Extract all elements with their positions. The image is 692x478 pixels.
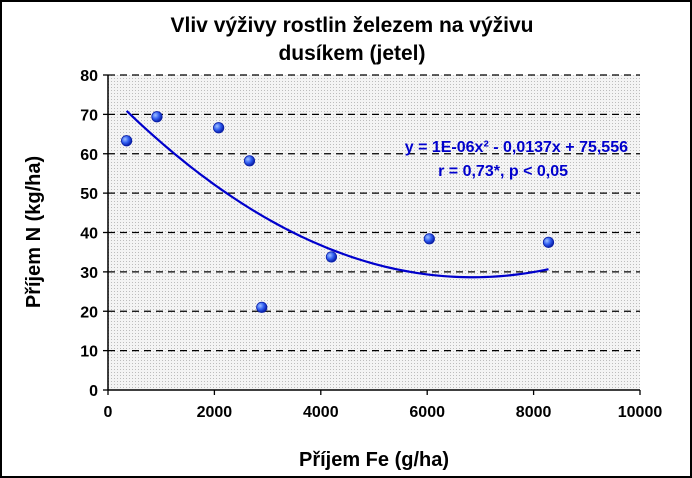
- data-point: [423, 233, 435, 245]
- data-point: [243, 155, 256, 167]
- correlation-annotation: r = 0,73*, p < 0,05: [438, 163, 568, 180]
- x-tick-label: 10000: [618, 404, 663, 421]
- y-tick-label: 10: [80, 344, 98, 361]
- chart-title-line-2: dusíkem (jetel): [278, 42, 425, 65]
- data-point: [151, 111, 163, 123]
- x-tick-label: 0: [104, 404, 113, 421]
- trendline-equation: y = 1E-06x² - 0,0137x + 75,556: [405, 139, 628, 156]
- x-axis-ticks: 0 2000 4000 6000 8000 10000: [104, 390, 663, 421]
- y-tick-label: 40: [80, 226, 98, 243]
- data-point: [213, 122, 225, 134]
- grid-lines: [108, 74, 640, 352]
- x-tick-label: 6000: [409, 404, 445, 421]
- x-tick-label: 2000: [197, 404, 233, 421]
- y-tick-label: 50: [80, 186, 98, 203]
- y-tick-label: 20: [80, 304, 98, 321]
- trendline: [125, 110, 549, 279]
- x-tick-label: 8000: [516, 404, 552, 421]
- y-tick-label: 30: [80, 265, 98, 282]
- y-tick-label: 80: [80, 68, 98, 85]
- data-point: [121, 135, 133, 147]
- data-point: [325, 251, 338, 263]
- data-point: [256, 301, 268, 313]
- data-points: [121, 111, 555, 313]
- y-tick-label: 0: [89, 383, 98, 400]
- y-tick-label: 70: [80, 107, 98, 124]
- data-point: [542, 236, 555, 248]
- x-axis-label: Příjem Fe (g/ha): [299, 449, 449, 471]
- y-tick-label: 60: [80, 147, 98, 164]
- y-axis-label: Příjem N (kg/ha): [23, 156, 45, 308]
- x-tick-label: 4000: [303, 404, 339, 421]
- chart-title-line-1: Vliv výživy rostlin železem na výživu: [171, 14, 534, 37]
- y-axis-ticks: 0 10 20 30 40 50 60 70 80: [80, 68, 108, 400]
